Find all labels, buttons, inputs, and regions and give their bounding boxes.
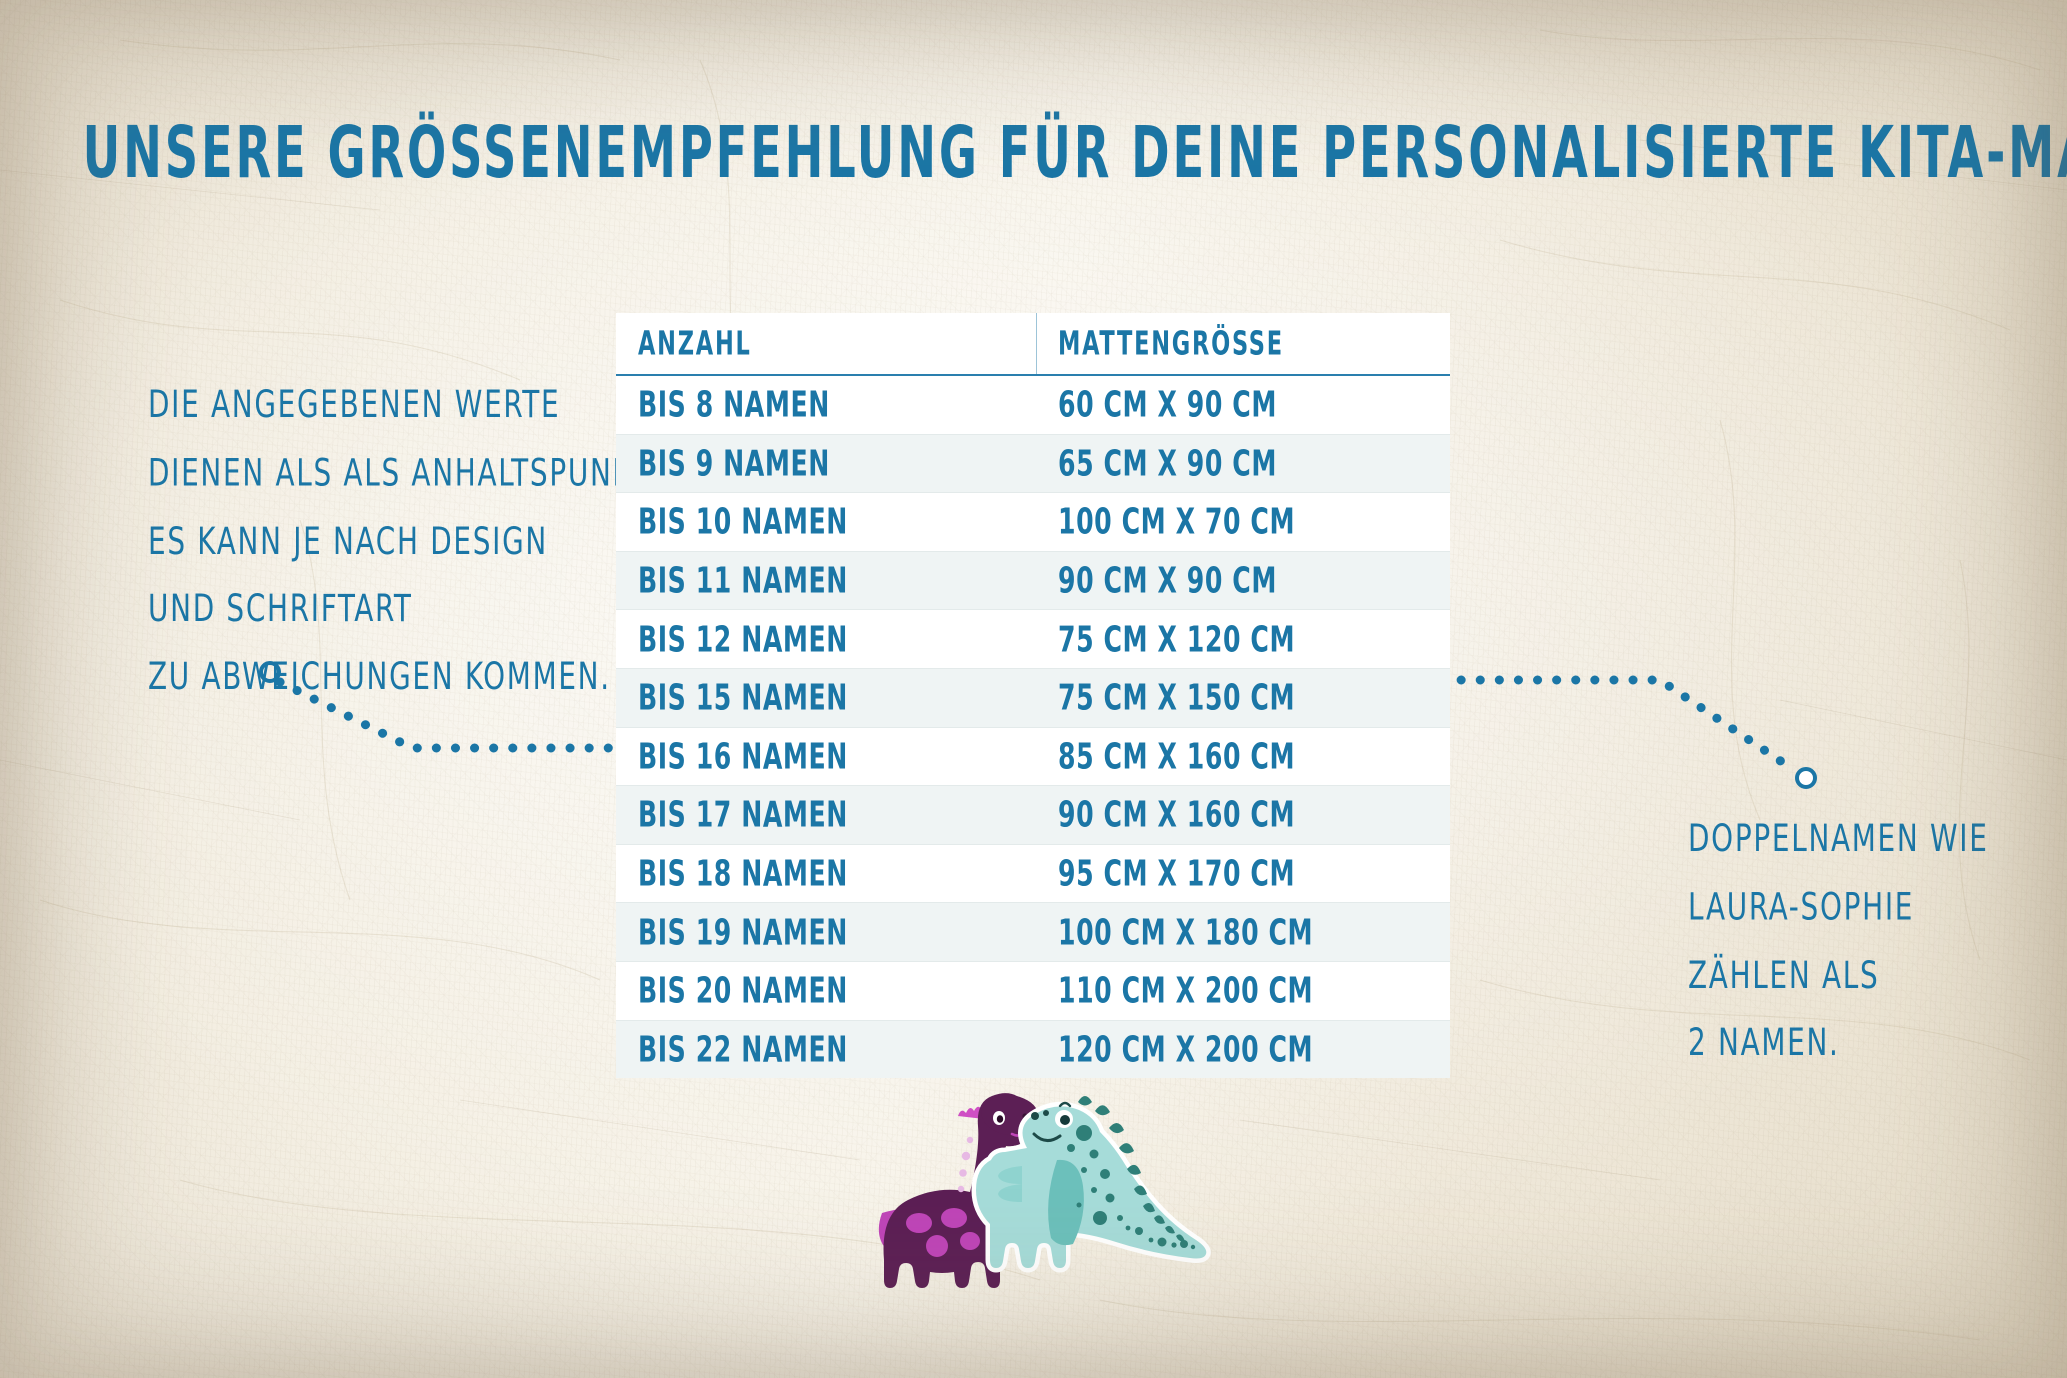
- dotted-line-right: [1440, 675, 1817, 789]
- table-cell-text: 100 CM X 180 CM: [1058, 911, 1314, 953]
- table-row: BIS 11 NAMEN 90 CM X 90 CM: [616, 550, 1450, 610]
- table-cell-mattengroesse: 120 CM X 200 CM: [1058, 1021, 1313, 1079]
- table-cell-text: BIS 17 NAMEN: [638, 794, 848, 836]
- table-cell-anzahl: BIS 9 NAMEN: [638, 435, 830, 493]
- table-cell-text: 90 CM X 90 CM: [1058, 559, 1277, 602]
- table-cell-mattengroesse: 75 CM X 120 CM: [1058, 610, 1295, 668]
- note-left-line: UND SCHRIFTART: [148, 587, 413, 632]
- stegosaurus-icon: [971, 1096, 1211, 1273]
- table-cell-mattengroesse: 110 CM X 200 CM: [1058, 962, 1313, 1020]
- table-header-row: ANZAHL MATTENGRÖSSE: [616, 313, 1450, 376]
- table-row: BIS 20 NAMEN 110 CM X 200 CM: [616, 960, 1450, 1020]
- table-cell-anzahl: BIS 8 NAMEN: [638, 376, 830, 434]
- table-cell-text: 90 CM X 160 CM: [1058, 794, 1296, 836]
- table-cell-text: 65 CM X 90 CM: [1058, 442, 1277, 485]
- table-cell-anzahl: BIS 22 NAMEN: [638, 1021, 848, 1079]
- table-cell-text: 95 CM X 170 CM: [1058, 852, 1296, 895]
- note-left-line: ES KANN JE NACH DESIGN: [148, 519, 548, 564]
- table-cell-text: 85 CM X 160 CM: [1058, 735, 1296, 778]
- table-cell-mattengroesse: 65 CM X 90 CM: [1058, 435, 1277, 493]
- table-cell-anzahl: BIS 15 NAMEN: [638, 669, 848, 727]
- table-row: BIS 17 NAMEN 90 CM X 160 CM: [616, 785, 1450, 844]
- table-cell-text: BIS 10 NAMEN: [638, 501, 848, 543]
- table-row: BIS 19 NAMEN 100 CM X 180 CM: [616, 902, 1450, 961]
- note-right: DOPPELNAMEN WIE LAURA-SOPHIE ZÄHLEN ALS …: [1688, 806, 2067, 1078]
- table-cell-anzahl: BIS 11 NAMEN: [638, 552, 848, 610]
- table-cell-text: BIS 16 NAMEN: [638, 735, 848, 778]
- table-cell-mattengroesse: 100 CM X 180 CM: [1058, 903, 1313, 961]
- note-right-line: LAURA-SOPHIE: [1688, 885, 1915, 929]
- table-body: BIS 8 NAMEN 60 CM X 90 CM BIS 9 NAMEN 65 CM…: [616, 376, 1450, 1079]
- note-left-line: ZU ABWEICHUNGEN KOMMEN.: [148, 655, 611, 700]
- table-cell-text: BIS 9 NAMEN: [638, 442, 830, 485]
- table-row: BIS 12 NAMEN 75 CM X 120 CM: [616, 609, 1450, 668]
- table-cell-mattengroesse: 95 CM X 170 CM: [1058, 845, 1295, 903]
- table-row: BIS 9 NAMEN 65 CM X 90 CM: [616, 433, 1450, 493]
- table-cell-mattengroesse: 100 CM X 70 CM: [1058, 493, 1295, 551]
- table-cell-text: 75 CM X 150 CM: [1058, 676, 1296, 719]
- note-right-line: ZÄHLEN ALS: [1688, 953, 1880, 998]
- dinosaur-illustrations: [878, 1093, 1211, 1288]
- table-cell-text: BIS 11 NAMEN: [638, 559, 848, 602]
- table-cell-mattengroesse: 90 CM X 90 CM: [1058, 552, 1277, 610]
- table-cell-text: BIS 8 NAMEN: [638, 384, 830, 426]
- table-cell-anzahl: BIS 18 NAMEN: [638, 845, 848, 903]
- table-cell-anzahl: BIS 19 NAMEN: [638, 903, 848, 961]
- note-left: DIE ANGEGEBENEN WERTE DIENEN ALS ALS ANH…: [148, 372, 656, 712]
- note-right-line: 2 NAMEN.: [1688, 1021, 1840, 1066]
- table-row: BIS 10 NAMEN 100 CM X 70 CM: [616, 492, 1450, 551]
- note-right-line: DOPPELNAMEN WIE: [1688, 816, 1989, 861]
- page-title: UNSERE GRÖSSENEMPFEHLUNG FÜR DEINE PERSO…: [82, 111, 2067, 195]
- table-cell-anzahl: BIS 12 NAMEN: [638, 610, 848, 668]
- table-cell-text: BIS 15 NAMEN: [638, 676, 848, 719]
- table-cell-mattengroesse: 60 CM X 90 CM: [1058, 376, 1277, 434]
- size-recommendation-table: ANZAHL MATTENGRÖSSE BIS 8 NAMEN 60 CM X 9…: [616, 313, 1450, 1079]
- table-cell-mattengroesse: 85 CM X 160 CM: [1058, 728, 1295, 786]
- table-cell-text: BIS 22 NAMEN: [638, 1028, 848, 1071]
- table-cell-anzahl: BIS 16 NAMEN: [638, 728, 848, 786]
- table-cell-text: 60 CM X 90 CM: [1058, 384, 1277, 426]
- table-cell-mattengroesse: 75 CM X 150 CM: [1058, 669, 1295, 727]
- table-cell-text: 100 CM X 70 CM: [1058, 501, 1296, 543]
- table-row: BIS 22 NAMEN 120 CM X 200 CM: [616, 1019, 1450, 1079]
- table-cell-text: BIS 19 NAMEN: [638, 911, 848, 953]
- table-header-label: ANZAHL: [638, 324, 752, 363]
- note-left-line: DIENEN ALS ALS ANHALTSPUNKT.: [148, 451, 656, 495]
- table-row: BIS 15 NAMEN 75 CM X 150 CM: [616, 667, 1450, 727]
- table-cell-text: 110 CM X 200 CM: [1058, 969, 1314, 1012]
- table-header-cell-mattengroesse: MATTENGRÖSSE: [1058, 313, 1284, 374]
- table-header-cell-anzahl: ANZAHL: [638, 313, 752, 374]
- table-cell-anzahl: BIS 17 NAMEN: [638, 786, 848, 844]
- table-cell-text: BIS 18 NAMEN: [638, 852, 848, 895]
- table-row: BIS 8 NAMEN 60 CM X 90 CM: [616, 376, 1450, 434]
- table-cell-mattengroesse: 90 CM X 160 CM: [1058, 786, 1295, 844]
- table-cell-anzahl: BIS 10 NAMEN: [638, 493, 848, 551]
- table-cell-text: BIS 12 NAMEN: [638, 618, 848, 660]
- note-left-line: DIE ANGEGEBENEN WERTE: [148, 382, 561, 427]
- table-cell-anzahl: BIS 20 NAMEN: [638, 962, 848, 1020]
- table-row: BIS 16 NAMEN 85 CM X 160 CM: [616, 726, 1450, 786]
- table-cell-text: 120 CM X 200 CM: [1058, 1028, 1314, 1071]
- table-cell-text: BIS 20 NAMEN: [638, 969, 848, 1012]
- table-cell-text: 75 CM X 120 CM: [1058, 618, 1296, 660]
- table-row: BIS 18 NAMEN 95 CM X 170 CM: [616, 843, 1450, 903]
- table-header-label: MATTENGRÖSSE: [1058, 324, 1284, 363]
